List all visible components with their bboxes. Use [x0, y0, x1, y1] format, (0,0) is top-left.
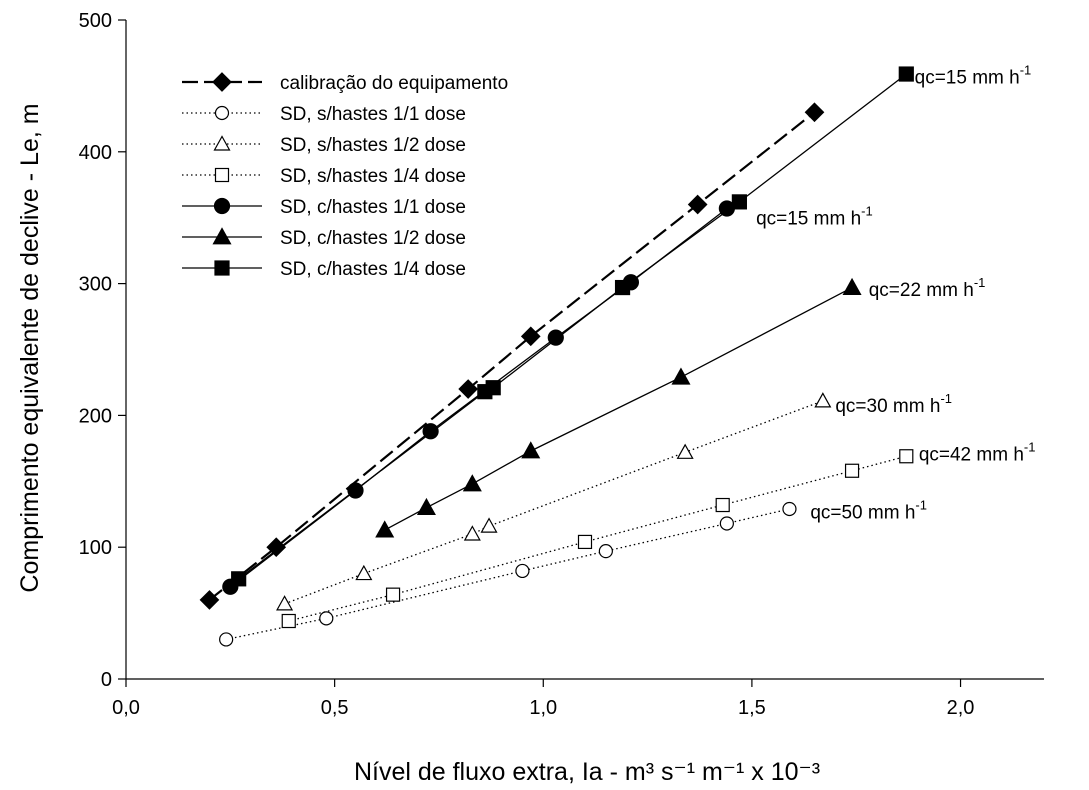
x-axis-label: Nível de fluxo extra, Ia - m³ s⁻¹ m⁻¹ x …	[354, 758, 820, 786]
data-point	[520, 326, 541, 347]
series-1	[199, 102, 825, 610]
data-point	[462, 474, 482, 492]
data-point	[814, 392, 832, 408]
legend-marker	[214, 260, 230, 276]
data-point	[319, 611, 334, 626]
legend-marker	[214, 105, 230, 121]
curve-annotation: qc=15 mm h-1	[915, 63, 1032, 89]
x-tick-label: 1,0	[529, 697, 557, 719]
data-point	[375, 520, 395, 538]
legend-item: SD, s/hastes 1/2 dose	[182, 135, 466, 156]
legend-label: calibração do equipamento	[280, 73, 508, 94]
legend-item: SD, s/hastes 1/1 dose	[182, 104, 466, 125]
data-point	[385, 587, 401, 602]
series-layer	[199, 66, 914, 647]
series-line	[288, 455, 907, 622]
data-point	[687, 194, 708, 215]
data-point	[598, 544, 613, 559]
data-point	[676, 443, 694, 459]
legend-marker	[212, 227, 232, 245]
legend-label: SD, c/hastes 1/2 dose	[280, 228, 466, 249]
series-line	[238, 73, 907, 580]
series-3	[276, 392, 832, 611]
data-point	[515, 563, 530, 579]
legend-marker	[214, 167, 230, 183]
data-point	[231, 571, 247, 587]
legend-item: SD, c/hastes 1/4 dose	[182, 259, 466, 280]
curve-annotation: qc=22 mm h-1	[869, 275, 986, 301]
data-point	[577, 534, 593, 550]
legend-label: SD, c/hastes 1/4 dose	[280, 259, 466, 280]
legend-label: SD, c/hastes 1/1 dose	[280, 197, 466, 218]
y-tick-label: 500	[79, 10, 112, 32]
legend-item: calibração do equipamento	[182, 72, 508, 94]
series-line	[226, 508, 790, 641]
data-point	[463, 525, 481, 541]
legend-label: SD, s/hastes 1/1 dose	[280, 104, 466, 125]
series-line	[208, 111, 816, 601]
data-point	[898, 66, 914, 82]
data-point	[715, 497, 730, 513]
x-tick-label: 2,0	[947, 697, 975, 719]
data-point	[804, 102, 825, 123]
legend-label: SD, s/hastes 1/2 dose	[280, 135, 466, 156]
y-tick-label: 400	[79, 142, 112, 164]
series-line	[384, 286, 853, 531]
y-axis-label: Comprimento equivalente de declive - Le,…	[16, 103, 44, 592]
data-point	[844, 463, 860, 478]
series-4	[281, 449, 914, 629]
data-point	[719, 516, 734, 531]
data-point	[480, 517, 498, 533]
legend-item: SD, c/hastes 1/1 dose	[182, 197, 466, 218]
annotation-layer: qc=15 mm h-1 qc=15 mm h-1 qc=22 mm h-1 qc=3…	[756, 63, 1035, 524]
y-tick-label: 100	[79, 537, 112, 559]
series-6	[375, 277, 862, 538]
x-tick-label: 0,0	[112, 697, 140, 719]
data-point	[276, 595, 294, 611]
curve-annotation: qc=30 mm h-1	[835, 391, 952, 417]
legend-item: SD, s/hastes 1/4 dose	[182, 166, 466, 187]
curve-annotation: qc=50 mm h-1	[810, 498, 927, 524]
data-point	[266, 537, 287, 558]
series-2	[219, 501, 797, 647]
data-point	[199, 590, 220, 610]
data-point	[782, 501, 797, 517]
series-7	[231, 66, 914, 587]
x-tick-label: 1,5	[738, 697, 766, 719]
data-point	[355, 564, 373, 581]
data-point	[219, 632, 234, 647]
legend-item: SD, c/hastes 1/2 dose	[182, 227, 466, 249]
curve-annotation: qc=42 mm h-1	[919, 440, 1036, 466]
x-tick-label: 0,5	[321, 697, 349, 719]
curve-annotation: qc=15 mm h-1	[756, 204, 873, 230]
data-point	[281, 613, 296, 629]
data-point	[731, 194, 747, 210]
legend-marker	[213, 135, 231, 151]
data-point	[671, 367, 691, 385]
data-point	[458, 379, 479, 399]
y-tick-label: 200	[79, 405, 112, 427]
legend-marker	[212, 72, 232, 92]
legend-marker	[213, 197, 231, 215]
data-point	[614, 279, 631, 296]
y-tick-label: 300	[79, 274, 112, 296]
y-tick-label: 0	[101, 669, 112, 691]
data-point	[416, 497, 436, 516]
data-point	[521, 441, 541, 459]
data-point	[485, 380, 501, 396]
legend-label: SD, s/hastes 1/4 dose	[280, 166, 466, 187]
legend: calibração do equipamento SD, s/hastes 1/…	[182, 72, 508, 280]
axes: 0 100 200 300 400 500 0,0 0,5 1,0 1,5 2,0	[79, 10, 1044, 719]
data-point	[899, 449, 914, 464]
data-point	[842, 277, 862, 295]
